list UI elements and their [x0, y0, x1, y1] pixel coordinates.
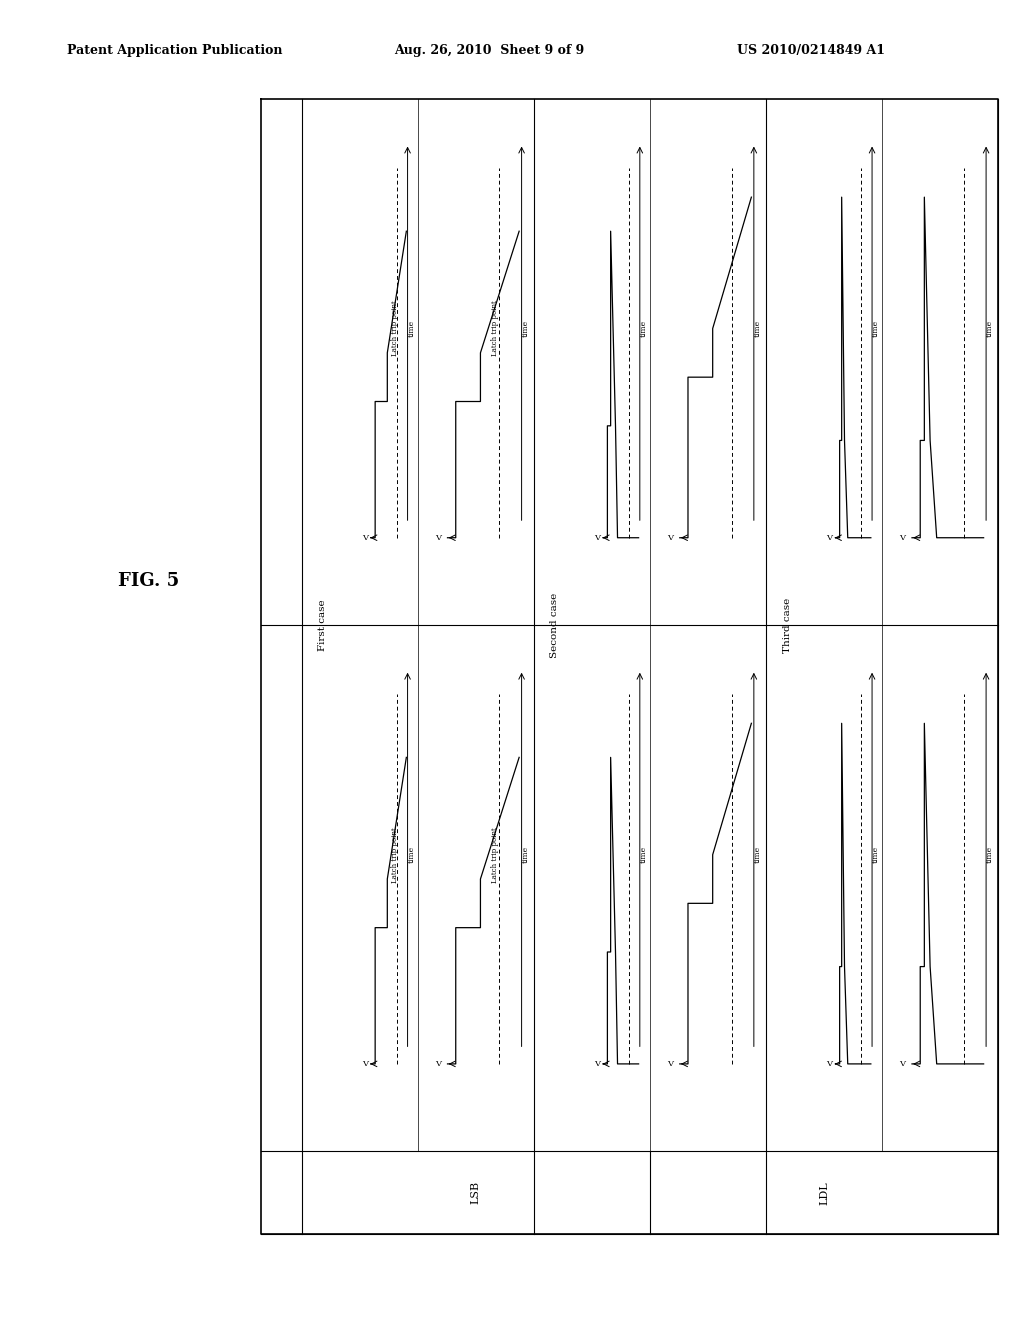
Text: V: V	[668, 533, 673, 541]
Text: time: time	[521, 846, 529, 863]
Text: time: time	[408, 846, 416, 863]
Text: Patent Application Publication: Patent Application Publication	[67, 44, 282, 57]
Text: Second case: Second case	[550, 593, 559, 657]
Text: time: time	[754, 846, 762, 863]
Text: V: V	[899, 1060, 905, 1068]
Text: First case: First case	[318, 599, 327, 651]
Text: time: time	[640, 319, 648, 337]
Text: V: V	[899, 533, 905, 541]
Text: Third case: Third case	[782, 598, 792, 653]
Text: Latch trip point: Latch trip point	[390, 301, 398, 356]
Text: Aug. 26, 2010  Sheet 9 of 9: Aug. 26, 2010 Sheet 9 of 9	[394, 44, 585, 57]
Text: V: V	[435, 533, 441, 541]
Text: time: time	[872, 846, 880, 863]
Text: US 2010/0214849 A1: US 2010/0214849 A1	[737, 44, 886, 57]
Text: time: time	[986, 319, 994, 337]
Text: time: time	[872, 319, 880, 337]
Text: V: V	[826, 1060, 833, 1068]
Text: V: V	[361, 533, 368, 541]
Text: LDL: LDL	[819, 1181, 829, 1205]
Text: FIG. 5: FIG. 5	[118, 572, 179, 590]
Text: V: V	[435, 1060, 441, 1068]
Text: Latch trip point: Latch trip point	[492, 826, 500, 883]
Text: V: V	[361, 1060, 368, 1068]
Text: time: time	[408, 319, 416, 337]
Text: V: V	[826, 533, 833, 541]
Text: V: V	[668, 1060, 673, 1068]
Text: time: time	[521, 319, 529, 337]
Text: LSB: LSB	[471, 1181, 481, 1204]
Text: time: time	[754, 319, 762, 337]
Text: time: time	[640, 846, 648, 863]
Text: Latch trip point: Latch trip point	[492, 301, 500, 356]
Text: Latch trip point: Latch trip point	[390, 826, 398, 883]
Text: V: V	[594, 533, 600, 541]
Text: V: V	[594, 1060, 600, 1068]
Text: time: time	[986, 846, 994, 863]
